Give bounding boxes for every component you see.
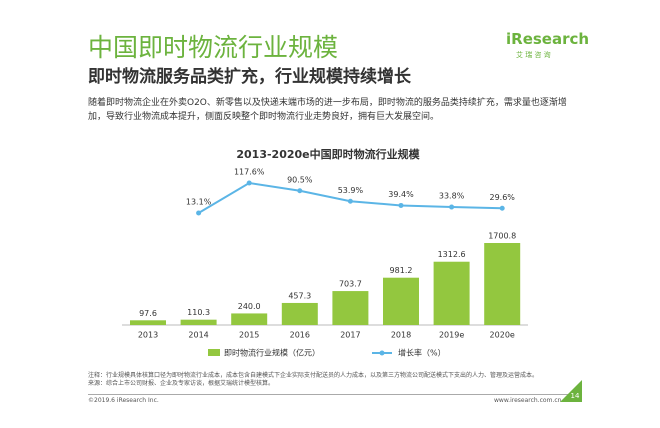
bar [484, 243, 521, 325]
page-badge: 14 [560, 380, 582, 402]
page-number: 14 [571, 392, 580, 400]
growth-point [246, 180, 252, 186]
bar [433, 261, 470, 325]
bar-label: 981.2 [390, 266, 413, 275]
growth-point [449, 204, 455, 210]
subtitle: 即时物流服务品类扩充，行业规模持续增长 [88, 67, 411, 87]
x-tick-label: 2019e [439, 331, 464, 340]
notes: 注释：行业规模具体核算口径为即时物流行业成本，成本包含自建模式下企业实际支付配送… [88, 372, 578, 388]
logo-sub: 艾 瑞 咨 询 [516, 51, 551, 59]
footer-rule [88, 394, 578, 395]
x-tick-label: 2016 [290, 331, 310, 340]
legend-label: 增长率（%） [398, 348, 446, 358]
bar-label: 457.3 [288, 291, 311, 300]
note: 注释：行业规模具体核算口径为即时物流行业成本，成本包含自建模式下企业实际支付配送… [88, 372, 539, 379]
x-tick-label: 2015 [239, 331, 259, 340]
growth-label: 29.6% [489, 193, 515, 202]
x-tick-label: 2013 [138, 331, 158, 340]
copyright: ©2019.6 iResearch Inc. [88, 397, 159, 404]
bar-label: 703.7 [339, 280, 362, 289]
x-tick-label: 2017 [340, 331, 360, 340]
growth-label: 53.9% [338, 186, 364, 195]
growth-point [297, 188, 303, 194]
title: 中国即时物流行业规模 [88, 33, 339, 62]
chart-title: 2013-2020e中国即时物流行业规模 [236, 147, 420, 161]
growth-label: 39.4% [388, 190, 414, 199]
note: 来源：综合上市公司财报、企业及专家访谈，根据艾瑞统计模型核算。 [88, 380, 275, 387]
bar [231, 313, 268, 325]
growth-label: 90.5% [287, 175, 313, 184]
body-text: 随着即时物流企业在外卖O2O、新零售以及快递末端市场的进一步布局，即时物流的服务… [88, 98, 567, 122]
growth-point [196, 210, 202, 216]
growth-label: 13.1% [186, 198, 212, 207]
bar-label: 1312.6 [438, 250, 466, 259]
growth-label: 117.6% [234, 168, 265, 177]
chart: 2013-2020e中国即时物流行业规模 2013 2014 2015 2016 201… [122, 147, 528, 358]
x-tick-label: 2018 [391, 331, 411, 340]
growth-label: 33.8% [439, 192, 465, 201]
legend-swatch [379, 350, 385, 356]
bar-label: 97.6 [139, 309, 157, 318]
x-tick-label: 2020e [490, 331, 515, 340]
growth-point [398, 202, 404, 208]
logo: iResearch [506, 30, 590, 48]
growth-point [499, 205, 505, 211]
bar-label: 1700.8 [488, 232, 516, 241]
x-tick-label: 2014 [188, 331, 208, 340]
bar [332, 291, 369, 325]
bar [383, 277, 419, 325]
url: www.iresearch.com.cn [494, 397, 562, 404]
legend-swatch [208, 349, 220, 356]
bar [281, 302, 318, 325]
bar-label: 240.0 [238, 302, 261, 311]
growth-point [347, 198, 353, 204]
legend-label: 即时物流行业规模（亿元） [224, 348, 320, 358]
bar-label: 110.3 [187, 308, 210, 317]
badge-shape [560, 380, 582, 402]
bar [180, 319, 217, 325]
bar [130, 320, 166, 325]
